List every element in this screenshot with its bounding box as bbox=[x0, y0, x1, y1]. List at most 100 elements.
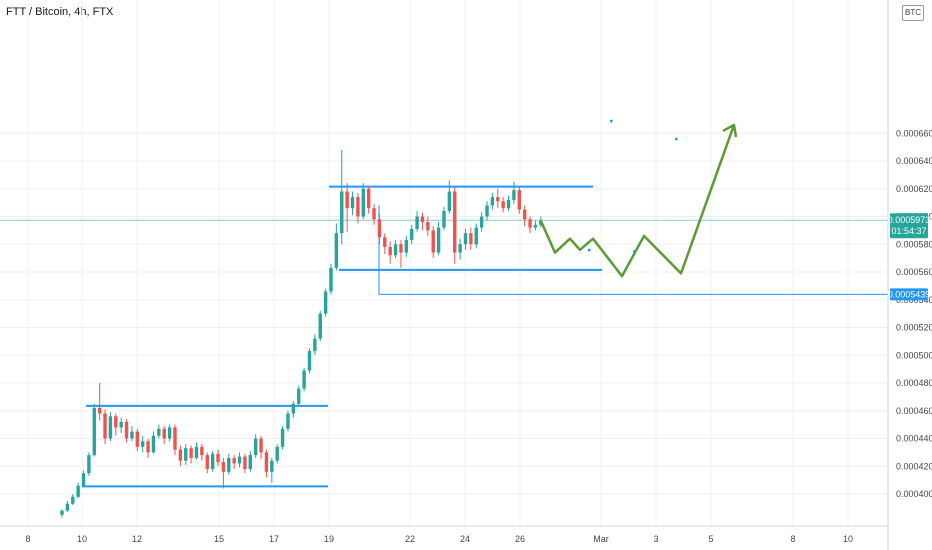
candle-body bbox=[410, 228, 414, 241]
chart-title: FTT / Bitcoin, 4h, FTX bbox=[6, 6, 114, 18]
marker-dot bbox=[633, 250, 636, 253]
chart-grid bbox=[0, 0, 888, 526]
candle-body bbox=[243, 456, 247, 470]
candle-body bbox=[291, 403, 296, 414]
x-tick-label: 10 bbox=[843, 534, 853, 544]
candle-body bbox=[302, 370, 306, 389]
candle-body bbox=[479, 216, 484, 228]
last-price-tag bbox=[890, 213, 928, 239]
candle-body bbox=[399, 244, 403, 253]
candle-body bbox=[103, 413, 107, 439]
candle-body bbox=[232, 457, 236, 464]
x-tick-label: 5 bbox=[708, 534, 713, 544]
candle-body bbox=[216, 453, 220, 463]
candle-body bbox=[485, 205, 489, 217]
candle-body bbox=[356, 197, 360, 217]
candle-body bbox=[447, 191, 452, 211]
channel-lines bbox=[82, 185, 602, 488]
candle-body bbox=[200, 446, 204, 456]
candle-body bbox=[533, 224, 538, 228]
x-tick-label: 8 bbox=[25, 534, 30, 544]
candle-body bbox=[377, 219, 382, 238]
candle-body bbox=[71, 496, 75, 504]
y-tick-label: 0.0006600 bbox=[896, 128, 932, 138]
x-tick-label: 15 bbox=[214, 534, 224, 544]
candle-body bbox=[151, 435, 156, 453]
x-tick-label: 8 bbox=[790, 534, 795, 544]
candle-body bbox=[366, 188, 371, 209]
candle-body bbox=[361, 188, 365, 217]
candle-body bbox=[280, 428, 285, 447]
candle-body bbox=[506, 199, 511, 209]
candle-body bbox=[307, 351, 312, 371]
candle-body bbox=[426, 222, 430, 231]
candle-body bbox=[469, 233, 473, 245]
projection-arrowhead bbox=[722, 123, 738, 138]
candle-body bbox=[404, 240, 409, 253]
candle-body bbox=[383, 237, 387, 248]
candle-body bbox=[264, 452, 269, 472]
candle-body bbox=[286, 413, 290, 429]
projection-path bbox=[539, 123, 738, 278]
candle-body bbox=[329, 267, 333, 292]
x-tick-label: 12 bbox=[132, 534, 142, 544]
candle-body bbox=[194, 446, 199, 458]
candle-body bbox=[458, 244, 462, 253]
candle-body bbox=[345, 191, 349, 209]
x-tick-label: 17 bbox=[269, 534, 279, 544]
candle-body bbox=[517, 190, 521, 210]
candle-body bbox=[512, 190, 516, 200]
marker-dot bbox=[675, 137, 678, 141]
candle-body bbox=[210, 453, 215, 470]
x-tick-label: 19 bbox=[324, 534, 334, 544]
candle-body bbox=[350, 197, 355, 209]
x-tick-label: 3 bbox=[653, 534, 658, 544]
candle-body bbox=[453, 191, 457, 253]
candle-body bbox=[189, 448, 193, 458]
candle-body bbox=[81, 473, 86, 486]
candle-body bbox=[313, 338, 317, 352]
marker-dots bbox=[588, 119, 678, 253]
candle-body bbox=[442, 210, 446, 228]
currency-badge[interactable]: BTC bbox=[902, 5, 924, 21]
candle-body bbox=[108, 416, 113, 439]
candle-body bbox=[496, 197, 500, 202]
candle-body bbox=[141, 441, 145, 447]
candle-body bbox=[431, 230, 435, 253]
candle-body bbox=[528, 219, 532, 228]
candle-body bbox=[60, 510, 64, 515]
candle-body bbox=[87, 455, 91, 474]
marker-dot bbox=[588, 248, 591, 252]
candle-body bbox=[270, 460, 274, 472]
candle-body bbox=[92, 407, 96, 456]
candle-body bbox=[490, 197, 495, 206]
candle-body bbox=[323, 291, 328, 314]
candle-body bbox=[259, 438, 263, 453]
candle-body bbox=[135, 431, 140, 447]
candle-body bbox=[184, 448, 188, 461]
candle-body bbox=[227, 457, 231, 472]
candle-body bbox=[76, 485, 80, 497]
candle-body bbox=[205, 455, 209, 470]
x-tick-label: 26 bbox=[515, 534, 525, 544]
candle-body bbox=[248, 455, 252, 470]
candles bbox=[60, 149, 543, 518]
x-tick-label: 24 bbox=[460, 534, 470, 544]
candle-body bbox=[388, 247, 392, 256]
candle-body bbox=[415, 216, 419, 229]
candle-body bbox=[393, 244, 398, 256]
candle-body bbox=[436, 227, 441, 253]
candle-body bbox=[237, 456, 242, 464]
candle-body bbox=[114, 416, 118, 428]
